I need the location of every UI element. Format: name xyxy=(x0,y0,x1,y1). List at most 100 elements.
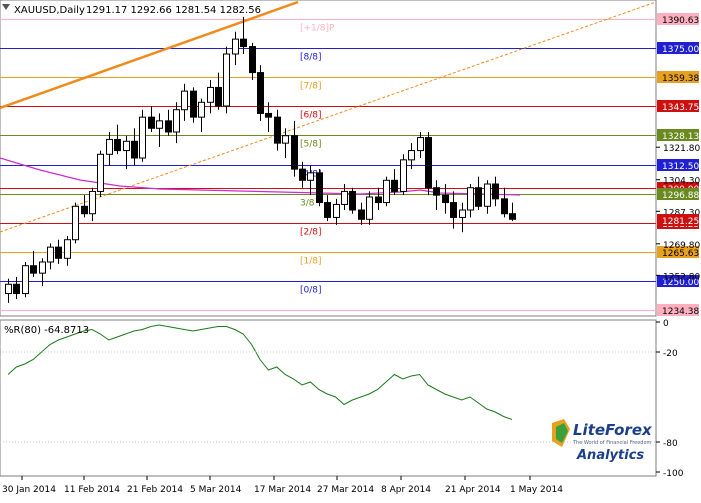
candle-bear xyxy=(291,135,298,170)
trend-line-dashed xyxy=(0,1,657,233)
candle-bull xyxy=(5,283,12,295)
candle-bull xyxy=(383,179,390,204)
candle-bull xyxy=(106,138,113,155)
logo-icon xyxy=(552,419,570,447)
indicator-pane-frame xyxy=(0,319,657,477)
candle-bear xyxy=(475,187,482,207)
candle-bull xyxy=(22,265,29,295)
candle-bull xyxy=(459,209,466,218)
wpr-line xyxy=(7,324,513,420)
candle-bull xyxy=(282,135,289,144)
price-tag-label: 1312.50 xyxy=(662,162,699,172)
candle-bear xyxy=(509,213,516,220)
candle-bear xyxy=(358,209,365,220)
candle-bull xyxy=(408,150,415,161)
level-label: [0/8] xyxy=(300,286,322,296)
symbol-title: XAUUSD,Daily xyxy=(14,5,85,16)
indicator-label: %R(80) -64.8713 xyxy=(4,325,89,336)
price-tag xyxy=(657,159,699,171)
price-tag-label: 1234.38 xyxy=(662,307,699,317)
candle-bull xyxy=(139,116,146,159)
price-pane-frame xyxy=(0,0,657,317)
candle-bear xyxy=(299,168,306,181)
price-tick-label: 1287.30 xyxy=(663,208,700,218)
price-tag-label: 1390.63 xyxy=(662,16,699,26)
wpr-tick-label: -80 xyxy=(663,439,678,449)
level-label: 3/8 xyxy=(300,199,315,209)
candle-bear xyxy=(165,120,172,133)
price-tick-label: 1304.30 xyxy=(663,177,700,187)
candle-bear xyxy=(215,86,222,107)
time-tick-label: 8 Apr 2014 xyxy=(381,485,431,495)
candle-bear xyxy=(265,112,272,118)
candle-bear xyxy=(274,116,281,144)
time-tick-label: 30 Jan 2014 xyxy=(2,485,56,495)
price-tick-label: 1252.80 xyxy=(663,272,700,282)
candle-bear xyxy=(316,172,323,204)
candle-bear xyxy=(249,46,256,74)
candle-bear xyxy=(501,198,508,215)
candle-bull xyxy=(181,90,188,111)
candle-bull xyxy=(173,109,180,133)
candle-bull xyxy=(341,190,348,205)
chevron-down-icon[interactable] xyxy=(2,4,10,10)
price-tick-label: 1321.80 xyxy=(663,144,700,154)
price-tag xyxy=(657,304,699,316)
price-tag xyxy=(657,100,699,112)
price-tick-label: 1269.80 xyxy=(663,241,700,251)
wpr-tick-label: -100 xyxy=(663,469,684,479)
candle-bear xyxy=(30,265,37,274)
price-tag-label: 1375.00 xyxy=(662,45,699,55)
level-label: [8/8] xyxy=(300,53,322,63)
candle-bear xyxy=(324,202,331,218)
level-label: [+1/8]P xyxy=(300,24,335,34)
candle-bear xyxy=(148,116,155,129)
price-tag-label: 1296.88 xyxy=(662,191,699,201)
level-label: [2/8] xyxy=(300,228,322,238)
candle-bear xyxy=(55,246,62,259)
liteforex-logo: LiteForex The World of Financial Freedom… xyxy=(547,415,655,473)
time-tick-label: 21 Apr 2014 xyxy=(445,485,501,495)
wpr-axis: 0 -20 -80 -100 xyxy=(656,319,684,479)
level-label: [7/8] xyxy=(300,82,322,92)
wpr-tick-label: 0 xyxy=(663,319,669,329)
candle-bull xyxy=(223,53,230,107)
price-tag-label: 1328.13 xyxy=(662,132,699,142)
current-price-tag xyxy=(657,214,699,226)
candle-bear xyxy=(425,137,432,189)
price-tag-label: 1343.75 xyxy=(662,103,699,113)
logo-tagline: The World of Financial Freedom xyxy=(573,440,652,446)
candle-bear xyxy=(13,283,20,295)
candle-bull xyxy=(467,187,474,211)
candle-bull xyxy=(207,86,214,103)
candle-bear xyxy=(349,190,356,211)
price-tag xyxy=(657,42,699,54)
level-label: [6/8] xyxy=(300,111,322,121)
level-label: [1/8] xyxy=(300,257,322,267)
price-tag xyxy=(657,188,699,200)
price-tag-label: 1359.38 xyxy=(662,74,699,84)
candle-bull xyxy=(97,153,104,192)
candle-bull xyxy=(307,172,314,181)
candle-bear xyxy=(442,194,449,204)
trend-line-solid xyxy=(0,0,299,110)
candle-bull xyxy=(232,38,239,55)
candles xyxy=(5,16,516,303)
candle-bull xyxy=(198,101,205,118)
level-label: [5/8] xyxy=(300,140,322,150)
candle-bull xyxy=(72,205,79,241)
logo-name: LiteForex xyxy=(573,421,652,439)
candle-bear xyxy=(240,38,247,48)
price-tag xyxy=(657,246,699,258)
candle-bull xyxy=(417,137,424,152)
candle-bull xyxy=(47,246,54,263)
price-tag-label: 1250.00 xyxy=(662,278,699,288)
price-tag xyxy=(657,129,699,141)
logo-sub: Analytics xyxy=(577,448,645,463)
trend-lines xyxy=(0,0,657,233)
time-tick-label: 11 Feb 2014 xyxy=(64,485,120,495)
candle-bull xyxy=(333,203,340,218)
